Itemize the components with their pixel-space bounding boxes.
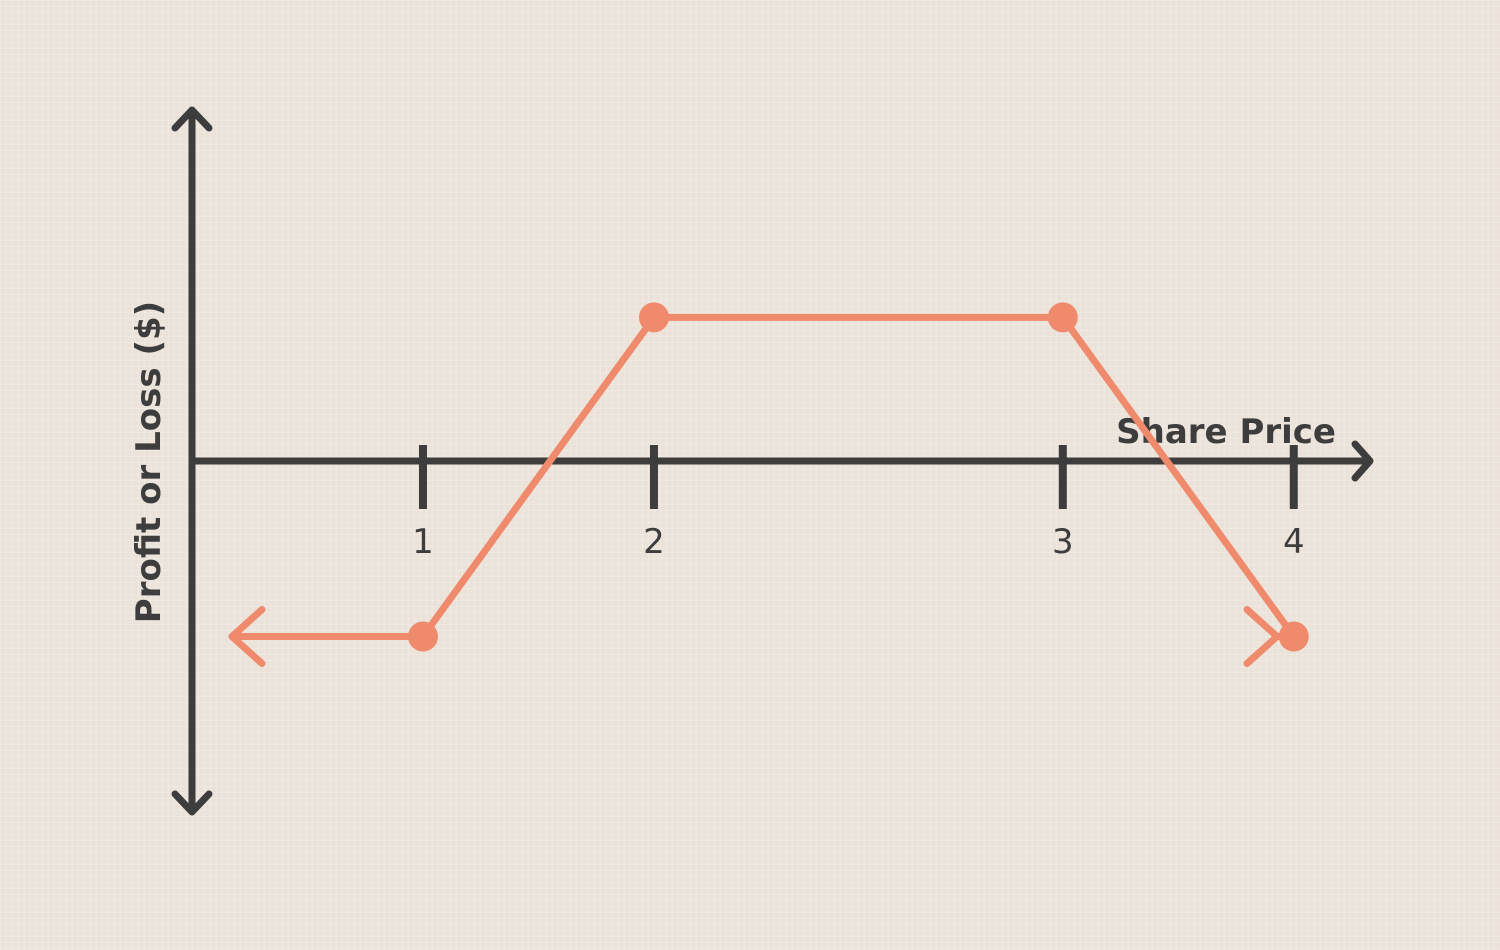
x-axis-arrow-right-icon	[1351, 440, 1374, 482]
x-tick-label: 1	[412, 522, 434, 562]
data-point	[1047, 302, 1078, 333]
y-axis-label: Profit or Loss ($)	[129, 301, 169, 623]
series-arrow-left-icon	[228, 606, 266, 667]
payoff-line	[228, 313, 1298, 640]
x-tick-label: 2	[643, 522, 665, 562]
data-point	[638, 302, 669, 333]
data-point	[1278, 621, 1309, 652]
series-arrow-right-icon	[1243, 606, 1281, 667]
x-axis-ticks: 1 2 3 4	[412, 444, 1305, 562]
x-tick-label: 4	[1283, 522, 1305, 562]
data-point	[407, 621, 438, 652]
series-layer	[228, 302, 1309, 667]
y-axis-arrow-down-icon	[171, 790, 213, 816]
x-tick-label: 3	[1052, 522, 1074, 562]
y-axis-arrow-up-icon	[171, 106, 213, 132]
